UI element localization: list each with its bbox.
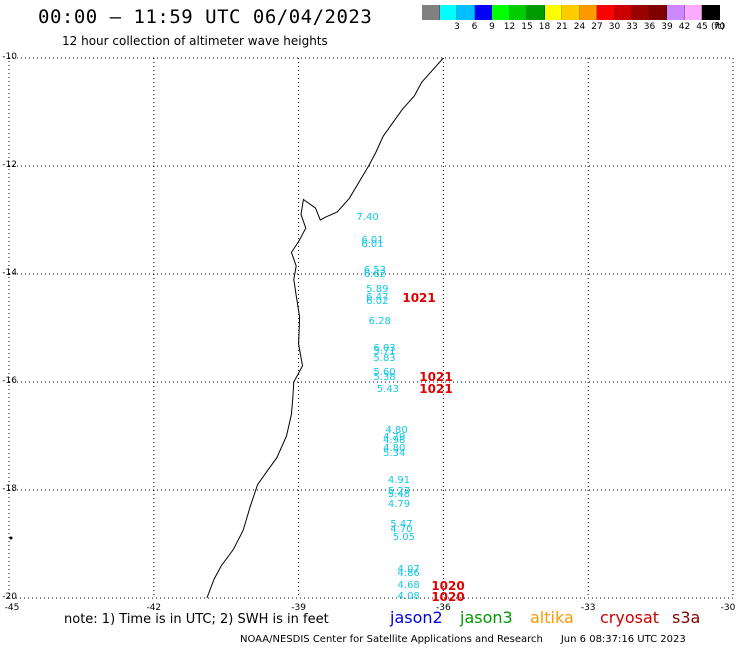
pressure-label: 1021	[419, 370, 453, 385]
map-title: 00:00 – 11:59 UTC 06/04/2023	[38, 6, 373, 28]
legend-swatch	[562, 5, 580, 20]
legend-swatch	[457, 5, 475, 20]
wave-height-label: 4.86	[397, 568, 420, 580]
lat-tick-label: -12	[2, 160, 17, 170]
legend-label: 33	[626, 22, 638, 32]
wave-height-label: 4.80	[385, 424, 408, 436]
wave-height-label: 4.07	[397, 564, 420, 575]
wave-height-label: 5.71	[373, 346, 396, 358]
legend-swatch	[422, 5, 440, 20]
legend-swatch	[492, 5, 510, 20]
wave-height-label: 6.47	[366, 292, 389, 304]
wave-height-label: 5.34	[383, 447, 406, 459]
wave-height-label: 5.60	[373, 367, 396, 379]
legend-swatch	[474, 5, 492, 20]
wave-height-label: 6.01	[361, 238, 384, 250]
legend-swatch	[684, 5, 702, 20]
wave-height-label: 5.89	[366, 284, 389, 296]
wave-height-label: 4.80	[383, 442, 406, 454]
satellite-cryosat: cryosat	[600, 608, 660, 627]
lon-tick-label: -36	[436, 603, 451, 613]
wave-height-label: 5.05	[392, 531, 415, 543]
map-subtitle: 12 hour collection of altimeter wave hei…	[62, 34, 328, 48]
wave-height-label: 5.43	[376, 383, 400, 395]
wave-height-label: 5.83	[373, 353, 396, 365]
legend-label: 9	[489, 22, 495, 32]
legend-label: 30	[608, 22, 621, 32]
coastline	[206, 57, 444, 599]
wave-height-label: 6.03	[373, 342, 396, 354]
lat-tick-label: -14	[2, 268, 17, 278]
footer-note: note: 1) Time is in UTC; 2) SWH is in fe…	[64, 612, 329, 627]
wave-height-label: 5.27	[387, 485, 411, 497]
legend-label: 24	[573, 22, 586, 32]
wave-height-label: 6.62	[363, 268, 387, 280]
wave-height-label: 4.68	[397, 580, 420, 592]
wave-height-label: 6.28	[368, 315, 391, 327]
legend-swatch	[544, 5, 562, 20]
legend-unit: (ft)	[711, 22, 725, 32]
legend-label: 70	[713, 22, 726, 32]
legend-label: 45	[696, 22, 708, 32]
satellite-altika: altika	[530, 608, 574, 627]
legend-swatch	[597, 5, 615, 20]
wave-height-label: 6.01	[361, 234, 384, 246]
legend-label: 27	[591, 22, 603, 32]
wave-height-label: 4.91	[387, 474, 411, 486]
legend-swatch	[667, 5, 685, 20]
legend-swatch	[614, 5, 632, 20]
lat-tick-label: -18	[2, 484, 17, 494]
lon-tick-label: -39	[291, 603, 306, 613]
wave-height-label: 6.02	[366, 296, 389, 308]
pressure-label: 1020	[431, 579, 465, 594]
legend-swatch	[632, 5, 650, 20]
legend-label: 3	[454, 22, 460, 32]
lon-tick-label: -45	[4, 603, 20, 613]
wave-height-label: 4.08	[397, 591, 420, 602]
legend-label: 42	[678, 22, 691, 32]
legend-swatch	[702, 5, 720, 20]
wave-height-label: 5.48	[387, 489, 411, 501]
legend-swatch	[649, 5, 667, 20]
wave-height-label: 4.98	[383, 435, 406, 447]
legend-swatch	[439, 5, 457, 20]
legend-swatch	[527, 5, 545, 20]
legend-label: 36	[643, 22, 656, 32]
lat-tick-label: -20	[2, 592, 17, 602]
wave-height-label: 4.79	[387, 499, 411, 511]
lat-tick-label: -16	[2, 376, 17, 386]
map-frame	[8, 57, 734, 599]
satellite-jason2: jason2	[390, 608, 443, 627]
wave-height-label: 4.79	[383, 431, 406, 443]
wave-height-label: 7.40	[356, 211, 379, 223]
satellite-jason3: jason3	[460, 608, 513, 627]
legend-label: 18	[538, 22, 551, 32]
pressure-label: 1020	[431, 590, 465, 604]
pressure-label: 1021	[419, 381, 453, 396]
legend-label: 6	[471, 22, 478, 32]
credit-text: NOAA/NESDIS Center for Satellite Applica…	[240, 634, 543, 645]
island-marker	[9, 536, 13, 540]
legend-label: 15	[521, 22, 533, 32]
legend-label: 21	[556, 22, 568, 32]
lon-tick-label: -33	[580, 603, 596, 613]
lon-tick-label: -30	[720, 603, 736, 613]
satellite-s3a: s3a	[672, 608, 701, 627]
color-legend	[422, 5, 720, 20]
wave-height-label: 5.47	[390, 519, 413, 531]
lon-tick-label: -42	[146, 603, 162, 613]
legend-label: 39	[661, 22, 673, 32]
wave-height-label: 6.53	[363, 264, 387, 276]
credit-line: NOAA/NESDIS Center for Satellite Applica…	[240, 634, 686, 645]
legend-swatch	[579, 5, 597, 20]
generation-timestamp: Jun 6 08:37:16 UTC 2023	[560, 634, 686, 645]
wave-height-label: 4.70	[390, 524, 413, 536]
wave-height-label: 5.38	[373, 371, 396, 383]
legend-swatch	[509, 5, 527, 20]
pressure-label: 1021	[402, 291, 436, 306]
legend-label: 12	[503, 22, 516, 32]
lat-tick-label: -10	[2, 52, 17, 62]
